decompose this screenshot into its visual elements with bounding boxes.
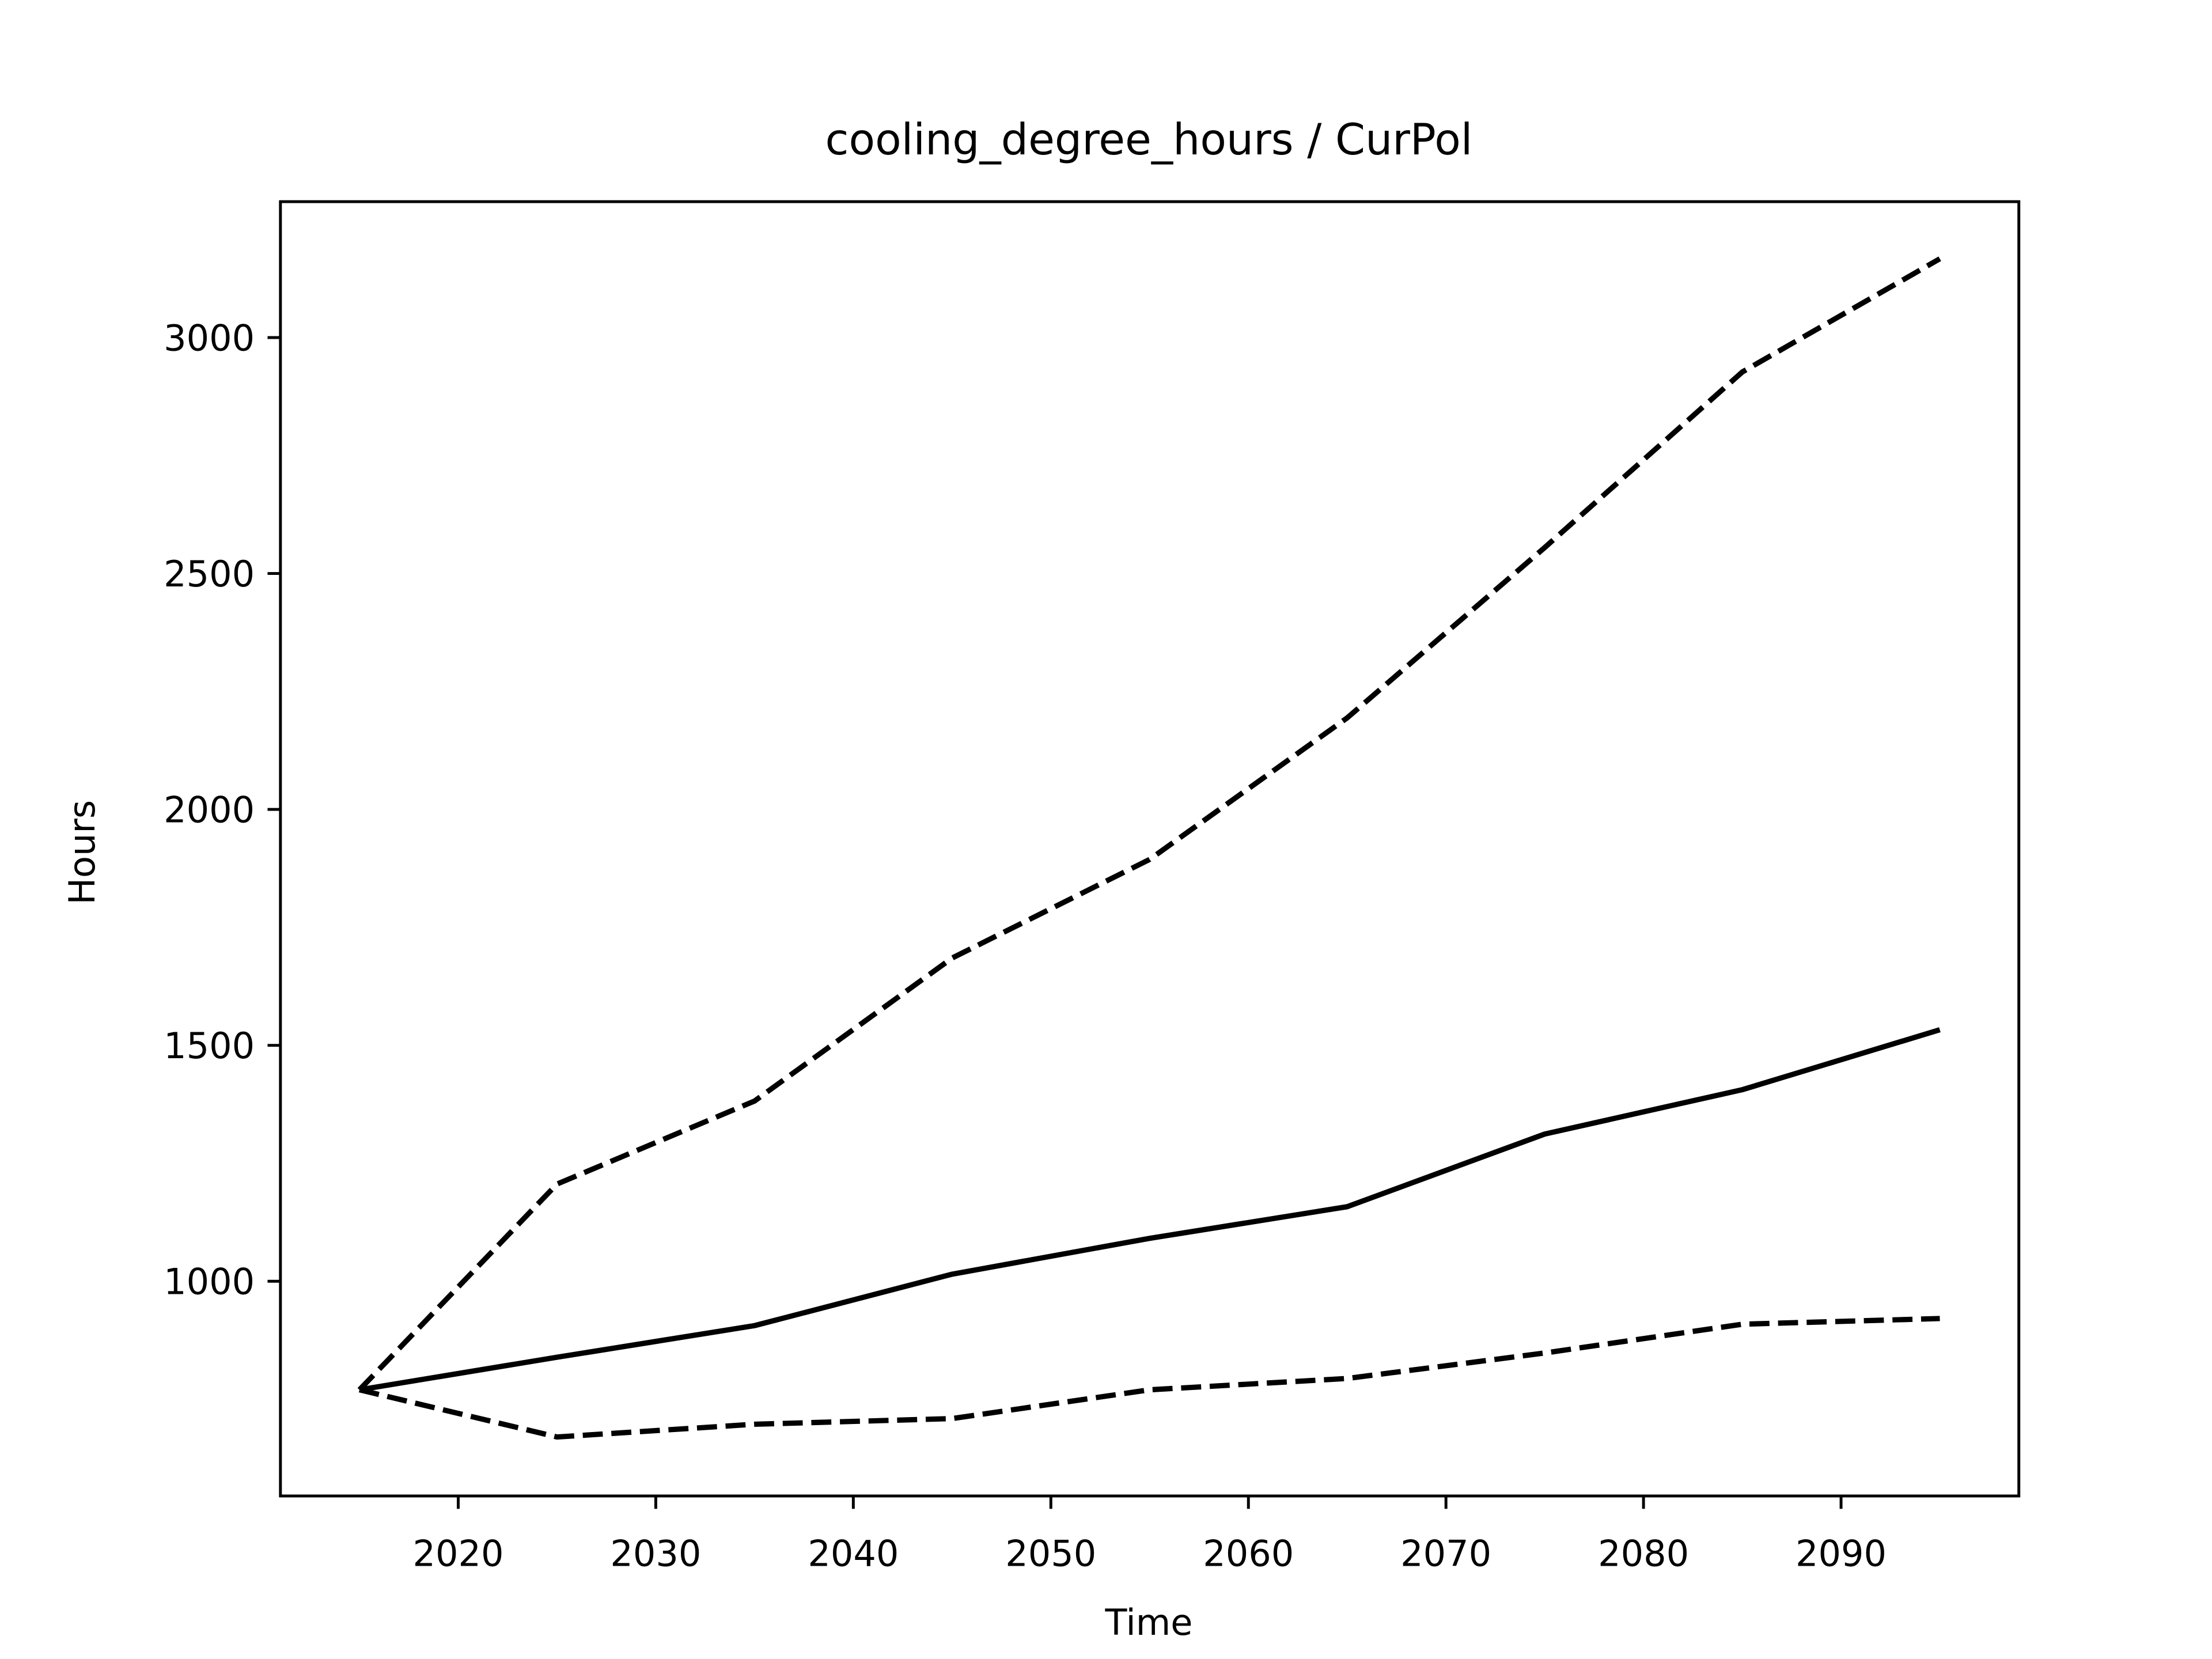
x-tick-label: 2060 <box>1203 1533 1294 1575</box>
series-line <box>357 256 1941 1392</box>
x-tick-label: 2030 <box>610 1533 701 1575</box>
y-tick-label: 2000 <box>164 789 255 831</box>
y-tick-label: 1000 <box>164 1261 255 1303</box>
series-line <box>358 1316 1940 1440</box>
y-tick-label: 3000 <box>164 317 255 359</box>
x-tick-label: 2020 <box>412 1533 503 1575</box>
series-line <box>359 1027 1941 1393</box>
x-axis-label: Time <box>1105 1601 1193 1643</box>
x-tick-label: 2090 <box>1796 1533 1887 1575</box>
y-tick-label: 2500 <box>164 553 255 595</box>
x-tick-label: 2050 <box>1005 1533 1096 1575</box>
chart-title: cooling_degree_hours / CurPol <box>825 115 1473 165</box>
x-tick-label: 2070 <box>1400 1533 1491 1575</box>
y-axis-label: Hours <box>61 800 103 905</box>
axes-frame <box>279 200 2021 1498</box>
x-tick-label: 2040 <box>808 1533 899 1575</box>
plot-area <box>357 256 1941 1440</box>
y-tick-label: 1500 <box>164 1025 255 1067</box>
x-tick-label: 2080 <box>1598 1533 1689 1575</box>
